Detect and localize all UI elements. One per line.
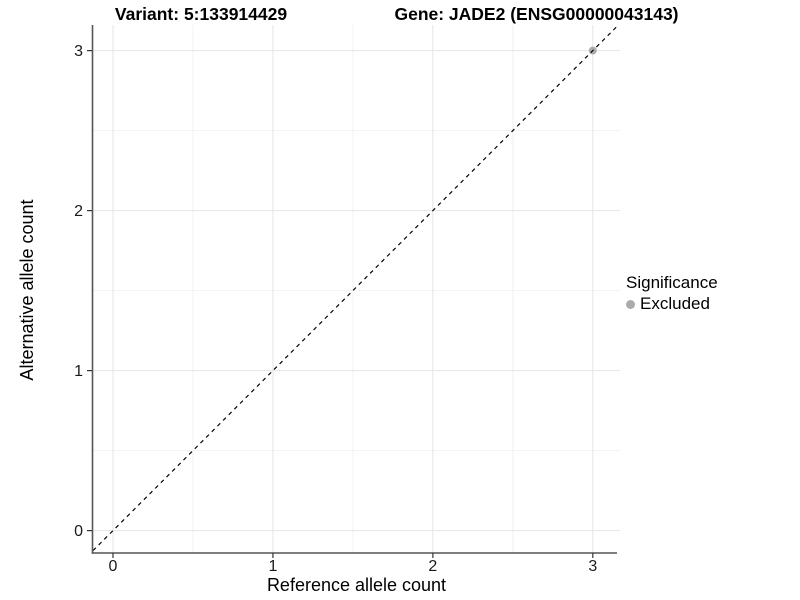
y-tick-label: 1 (74, 363, 83, 380)
x-tick-label: 0 (109, 558, 118, 575)
x-tick-label: 2 (428, 558, 437, 575)
legend-item-label: Excluded (640, 294, 710, 313)
y-axis-title: Alternative allele count (17, 199, 37, 381)
y-tick-label: 3 (74, 43, 83, 60)
plot-title-gene: Gene: JADE2 (ENSG00000043143) (394, 4, 679, 24)
x-tick-label: 1 (268, 558, 277, 575)
legend-key-dot-icon (626, 299, 635, 309)
legend-item-excluded: Excluded (626, 294, 718, 314)
y-tick-label: 2 (74, 203, 83, 220)
identity-dashed-line (92, 24, 619, 552)
x-axis-title: Reference allele count (266, 575, 447, 595)
y-tick-label: 0 (74, 523, 83, 540)
legend-title: Significance (626, 273, 718, 292)
x-tick-label: 3 (588, 558, 597, 575)
legend: Significance Excluded (626, 273, 718, 314)
plot-title-variant: Variant: 5:133914429 (114, 4, 288, 24)
